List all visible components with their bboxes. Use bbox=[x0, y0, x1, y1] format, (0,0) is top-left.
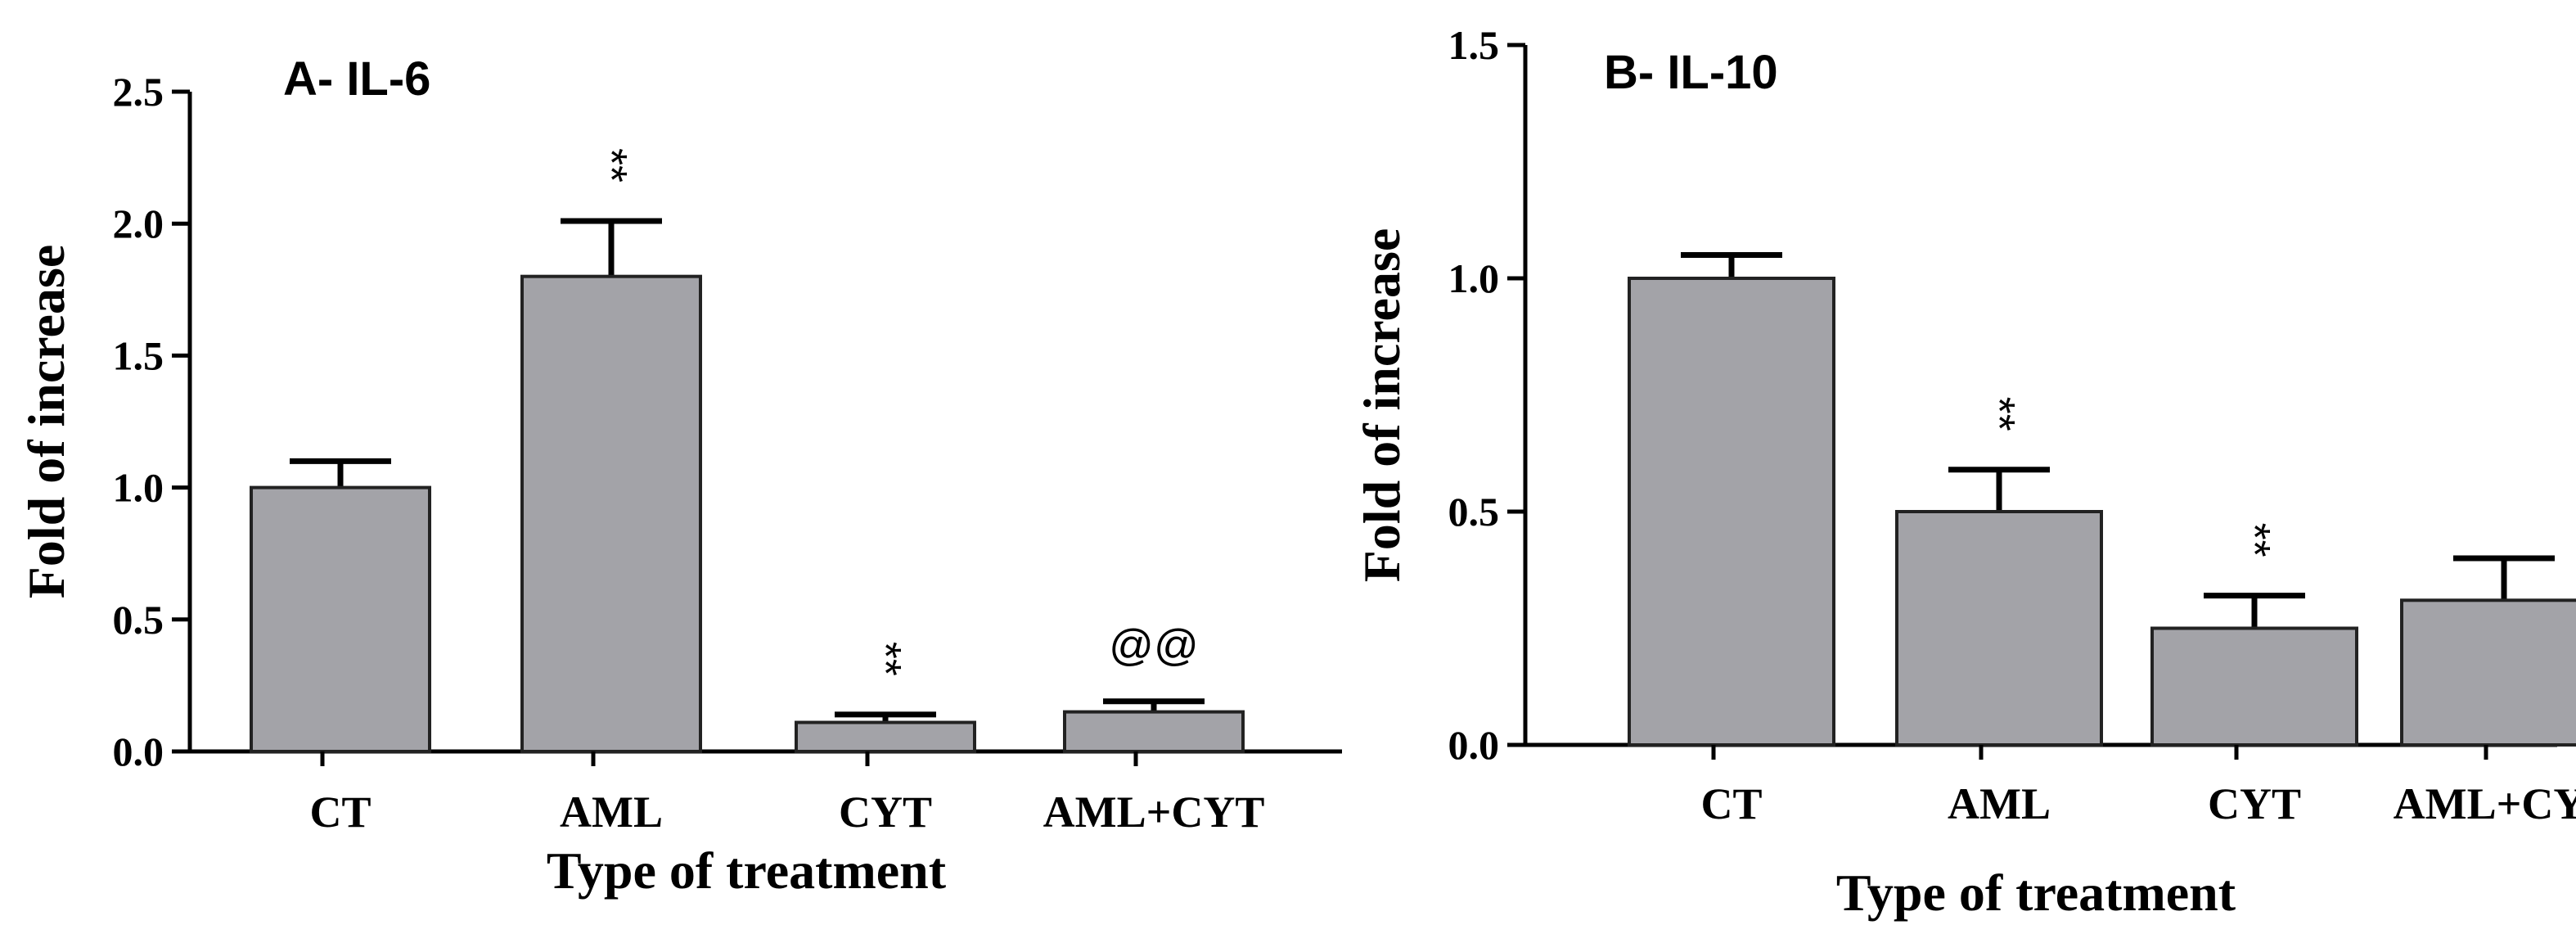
y-tick-label: 0.0 bbox=[1448, 722, 1500, 768]
chart-title: A- IL-6 bbox=[283, 52, 430, 106]
chart-title: B- IL-10 bbox=[1604, 46, 1778, 99]
y-tick-label: 0.5 bbox=[113, 597, 164, 643]
x-tick-label: AML bbox=[1948, 779, 2051, 828]
bar-cyt bbox=[795, 720, 976, 754]
x-tick-label: AML bbox=[560, 787, 663, 837]
chart-panel-il10: 0.0 0.5 1.0 1.5 CT AML ** CYT ** AML+CYT Type of t… bbox=[1353, 22, 2576, 922]
y-tick-label: 1.0 bbox=[113, 465, 164, 511]
bar-aml bbox=[1895, 510, 2103, 747]
significance-label: ** bbox=[2230, 523, 2279, 557]
y-axis-title: Fold of increase bbox=[1353, 228, 1411, 583]
x-axis-title: Type of treatment bbox=[1836, 864, 2236, 922]
y-tick-label: 1.5 bbox=[1448, 22, 1500, 68]
x-tick-label: CYT bbox=[2208, 779, 2301, 828]
y-tick-label: 2.5 bbox=[113, 69, 164, 115]
significance-label: ** bbox=[587, 148, 636, 183]
bar-aml-cyt bbox=[1063, 710, 1245, 754]
y-tick-label: 2.0 bbox=[113, 201, 164, 246]
bar-ct bbox=[250, 485, 431, 753]
x-axis-title: Type of treatment bbox=[547, 841, 947, 900]
x-tick-label: CT bbox=[1700, 779, 1762, 828]
x-tick-label: AML+CYT bbox=[1043, 787, 1265, 837]
significance-label: ** bbox=[1975, 397, 2024, 431]
y-tick-label: 1.5 bbox=[113, 332, 164, 378]
y-tick-label: 0.5 bbox=[1448, 489, 1500, 535]
bar-cyt bbox=[2150, 626, 2358, 747]
x-tick-label: CYT bbox=[839, 787, 932, 837]
y-tick-label: 0.0 bbox=[113, 729, 164, 774]
y-axis-title: Fold of increase bbox=[17, 245, 75, 599]
chart-panel-il6: 0.0 0.5 1.0 1.5 2.0 2.5 CT AML ** CYT ** AML+CYT @@ T… bbox=[17, 52, 1342, 900]
x-tick-label: AML+CYT bbox=[2394, 779, 2576, 828]
significance-label: @@ bbox=[1109, 621, 1199, 670]
bar-aml bbox=[520, 274, 702, 753]
bar-aml-cyt bbox=[2400, 598, 2576, 747]
bar-ct bbox=[1628, 277, 1835, 747]
y-tick-label: 1.0 bbox=[1448, 255, 1500, 301]
x-tick-label: CT bbox=[309, 787, 371, 837]
significance-label: ** bbox=[861, 642, 910, 676]
